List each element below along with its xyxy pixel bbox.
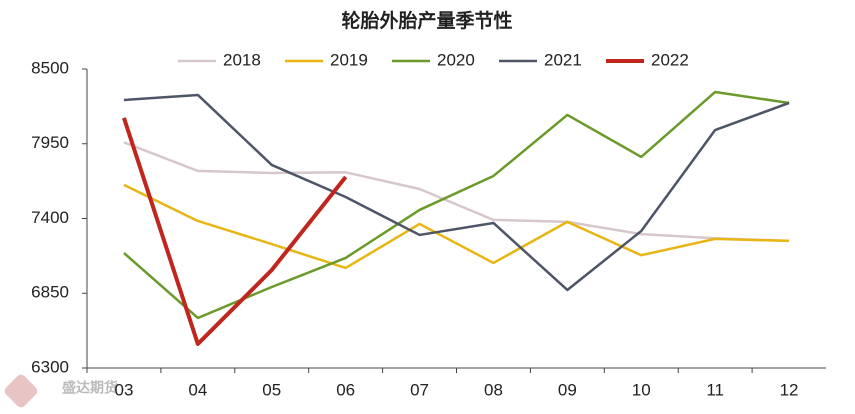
x-tick-label: 06 [336, 380, 355, 399]
x-tick-label: 11 [706, 380, 724, 399]
series-line [123, 90, 790, 320]
legend-label: 2021 [544, 50, 582, 69]
series-line [123, 93, 790, 292]
legend-label: 2019 [330, 50, 368, 69]
y-tick-label: 7950 [31, 133, 69, 152]
series-line [123, 141, 790, 243]
series-line [123, 183, 790, 270]
x-tick-label: 08 [484, 380, 503, 399]
x-tick-label: 03 [114, 380, 133, 399]
logo: 盛达期货 [4, 374, 118, 408]
x-tick-label: 10 [632, 380, 651, 399]
x-tick-label: 05 [262, 380, 281, 399]
chart-title: 轮胎外胎产量季节性 [341, 9, 512, 32]
logo-text: 盛达期货 [62, 380, 118, 396]
legend-label: 2022 [651, 50, 689, 69]
x-tick-label: 09 [558, 380, 577, 399]
series-line [122, 117, 348, 346]
y-tick-label: 6850 [31, 283, 69, 302]
x-tick-label: 07 [410, 380, 429, 399]
x-tick-label: 12 [780, 380, 799, 399]
y-tick-label: 6300 [31, 357, 69, 376]
y-tick-label: 8500 [31, 58, 69, 77]
legend-label: 2020 [437, 50, 475, 69]
x-tick-label: 04 [188, 380, 207, 399]
legend-label: 2018 [223, 50, 261, 69]
y-tick-label: 7400 [31, 208, 69, 227]
logo-icon [4, 374, 38, 408]
